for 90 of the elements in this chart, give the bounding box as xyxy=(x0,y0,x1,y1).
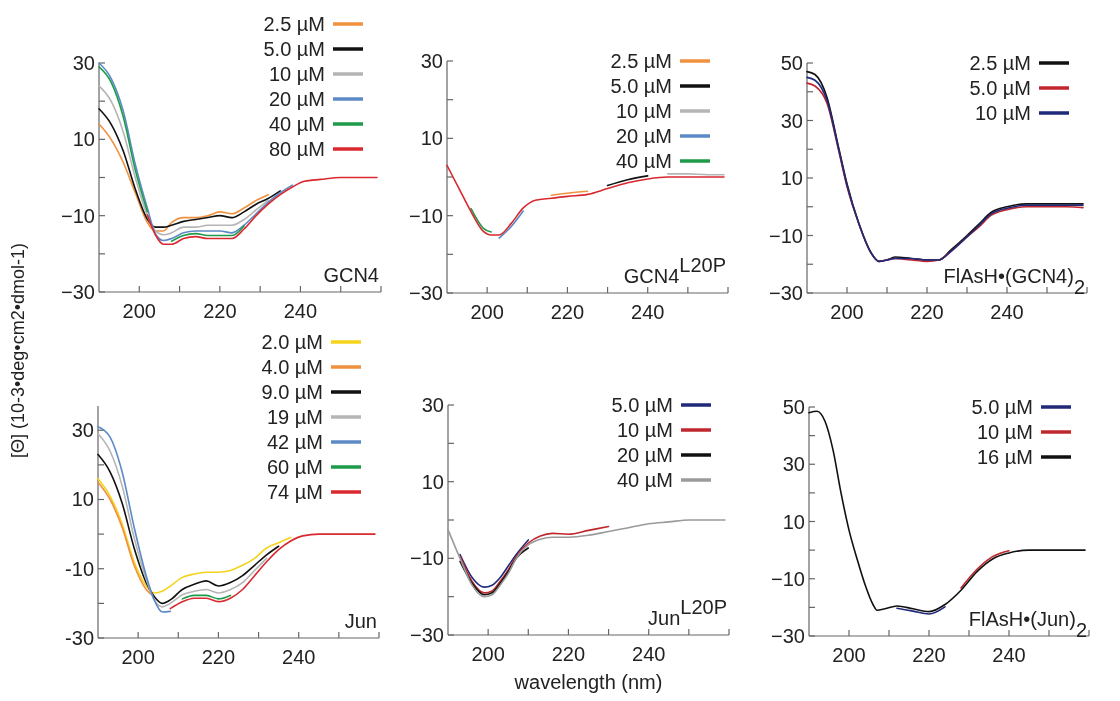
legend-label: 40 µM xyxy=(616,150,672,172)
legend-label: 40 µM xyxy=(617,469,673,491)
y-tick-label: 10 xyxy=(780,167,803,189)
legend-label: 2.0 µM xyxy=(261,331,323,353)
y-tick-label: 30 xyxy=(71,419,94,442)
y-axis-title: [Θ] (10-3•deg•cm2•dmol-1) xyxy=(8,243,28,458)
y-tick-label: 10 xyxy=(782,510,805,533)
legend-label: 10 µM xyxy=(616,100,672,122)
line-series xyxy=(97,425,172,613)
y-tick-label: −10 xyxy=(771,567,805,590)
legend-label: 80 µM xyxy=(269,138,325,160)
x-tick-label: 200 xyxy=(471,643,505,665)
legend-label: 5.0 µM xyxy=(611,394,673,416)
x-tick-label: 200 xyxy=(832,644,866,666)
annotation: Jun xyxy=(344,610,377,632)
line-series xyxy=(459,539,530,588)
legend-label: 5.0 µM xyxy=(263,38,325,60)
x-tick-label: 200 xyxy=(121,646,155,668)
legend-label: 20 µM xyxy=(617,444,673,466)
line-series xyxy=(97,477,292,594)
line-series xyxy=(960,549,1010,589)
legend-label: 5.0 µM xyxy=(969,77,1031,99)
line-series xyxy=(447,519,726,598)
x-tick-label: 220 xyxy=(550,301,585,323)
legend-label: 4.0 µM xyxy=(261,356,323,378)
y-tick-label: 50 xyxy=(780,52,803,74)
y-tick-label: 10 xyxy=(420,127,443,150)
legend-label: 5.0 µM xyxy=(971,396,1033,418)
line-series xyxy=(896,606,946,615)
x-tick-label: 240 xyxy=(632,643,666,665)
y-tick-label: 10 xyxy=(71,488,94,511)
legend-label: 40 µM xyxy=(269,113,325,135)
legend-label: 60 µM xyxy=(267,456,323,478)
legend-label: 10 µM xyxy=(617,419,673,441)
line-series xyxy=(459,547,530,596)
y-tick-label: 10 xyxy=(421,470,444,493)
x-tick-label: 220 xyxy=(912,644,946,666)
legend-label: 10 µM xyxy=(975,102,1031,124)
line-series xyxy=(459,525,610,594)
x-tick-label: 220 xyxy=(201,646,236,668)
x-tick-label: 240 xyxy=(992,644,1026,666)
line-series xyxy=(146,176,378,246)
y-tick-label: −30 xyxy=(769,282,803,304)
x-tick-label: 240 xyxy=(631,301,665,323)
line-series xyxy=(98,85,269,236)
annotation: GCN4 xyxy=(323,264,379,286)
line-series xyxy=(98,123,269,232)
legend-label: 10 µM xyxy=(977,421,1033,443)
y-tick-label: -10 xyxy=(65,557,94,580)
y-tick-label: 30 xyxy=(782,453,805,476)
y-tick-label: −10 xyxy=(409,204,443,227)
x-tick-label: 200 xyxy=(830,301,864,323)
y-tick-label: −30 xyxy=(771,625,805,647)
y-tick-label: −30 xyxy=(409,282,443,304)
x-tick-label: 220 xyxy=(551,643,586,665)
y-tick-label: 30 xyxy=(72,52,95,74)
y-tick-label: 10 xyxy=(72,128,95,151)
y-tick-label: 50 xyxy=(782,396,805,418)
legend-label: 19 µM xyxy=(267,406,323,428)
legend-label: 10 µM xyxy=(269,63,325,85)
line-series xyxy=(169,533,376,610)
legend-label: 2.5 µM xyxy=(969,52,1031,74)
legend-label: 42 µM xyxy=(267,431,323,453)
y-tick-label: 30 xyxy=(780,109,803,132)
x-tick-label: 220 xyxy=(910,301,944,323)
x-tick-label: 240 xyxy=(282,646,316,668)
y-tick-label: −10 xyxy=(410,547,444,570)
y-tick-label: 30 xyxy=(420,50,443,72)
x-tick-label: 200 xyxy=(470,301,504,323)
y-tick-label: 30 xyxy=(421,394,444,416)
legend-label: 9.0 µM xyxy=(261,381,323,403)
line-series xyxy=(97,432,268,608)
x-tick-label: 240 xyxy=(283,300,318,322)
y-tick-label: −10 xyxy=(61,204,95,227)
y-tick-label: −30 xyxy=(410,624,444,646)
line-series xyxy=(98,62,294,242)
legend-label: 5.0 µM xyxy=(610,75,672,97)
x-tick-label: 240 xyxy=(990,301,1024,323)
legend-label: 2.5 µM xyxy=(610,50,672,72)
legend-label: 2.5 µM xyxy=(263,13,325,35)
x-tick-label: 220 xyxy=(203,300,237,322)
y-tick-label: −10 xyxy=(769,224,803,247)
y-tick-label: -30 xyxy=(65,627,94,649)
legend-label: 20 µM xyxy=(269,88,325,110)
legend-label: 16 µM xyxy=(977,446,1033,468)
y-tick-label: −30 xyxy=(61,281,95,303)
legend-label: 20 µM xyxy=(616,125,672,147)
x-tick-label: 200 xyxy=(122,300,156,322)
legend-label: 74 µM xyxy=(267,481,323,503)
x-axis-title: wavelength (nm) xyxy=(513,671,663,693)
